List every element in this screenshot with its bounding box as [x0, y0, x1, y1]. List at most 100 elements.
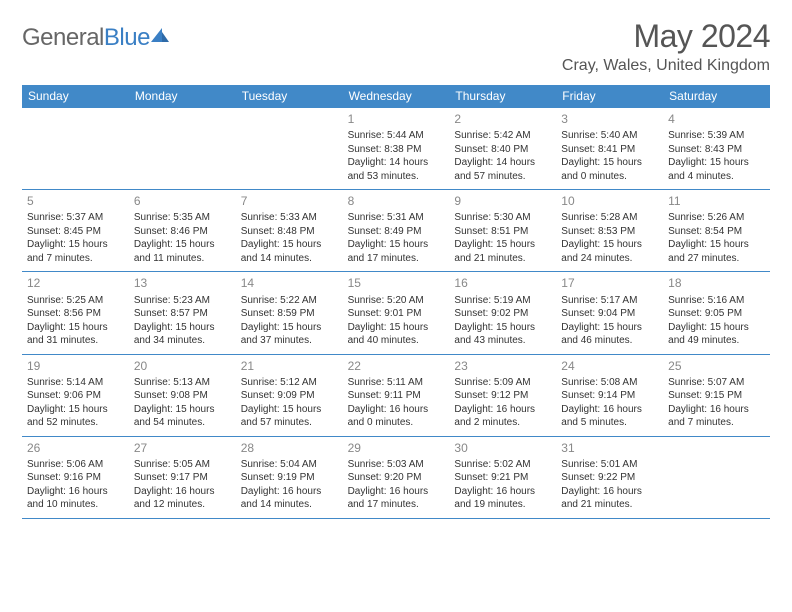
daylight-line-2: and 24 minutes. [561, 252, 658, 266]
sunrise-line: Sunrise: 5:12 AM [241, 376, 338, 390]
day-header-row: SundayMondayTuesdayWednesdayThursdayFrid… [22, 85, 770, 108]
day-cell: 30Sunrise: 5:02 AMSunset: 9:21 PMDayligh… [449, 437, 556, 518]
daylight-line-2: and 14 minutes. [241, 498, 338, 512]
sunset-line: Sunset: 8:59 PM [241, 307, 338, 321]
daylight-line-1: Daylight: 16 hours [668, 403, 765, 417]
daylight-line-2: and 52 minutes. [27, 416, 124, 430]
day-number: 7 [241, 193, 338, 209]
daylight-line-2: and 27 minutes. [668, 252, 765, 266]
sunrise-line: Sunrise: 5:39 AM [668, 129, 765, 143]
day-number: 4 [668, 111, 765, 127]
day-cell: 1Sunrise: 5:44 AMSunset: 8:38 PMDaylight… [343, 108, 450, 189]
sunrise-line: Sunrise: 5:09 AM [454, 376, 551, 390]
sunrise-line: Sunrise: 5:31 AM [348, 211, 445, 225]
day-number: 27 [134, 440, 231, 456]
day-number: 29 [348, 440, 445, 456]
week-row: 1Sunrise: 5:44 AMSunset: 8:38 PMDaylight… [22, 108, 770, 190]
daylight-line-2: and 57 minutes. [454, 170, 551, 184]
daylight-line-1: Daylight: 15 hours [134, 403, 231, 417]
day-cell: 27Sunrise: 5:05 AMSunset: 9:17 PMDayligh… [129, 437, 236, 518]
sunset-line: Sunset: 9:15 PM [668, 389, 765, 403]
sunrise-line: Sunrise: 5:37 AM [27, 211, 124, 225]
sunset-line: Sunset: 9:14 PM [561, 389, 658, 403]
daylight-line-2: and 34 minutes. [134, 334, 231, 348]
daylight-line-2: and 17 minutes. [348, 252, 445, 266]
daylight-line-1: Daylight: 15 hours [27, 238, 124, 252]
daylight-line-2: and 40 minutes. [348, 334, 445, 348]
daylight-line-2: and 57 minutes. [241, 416, 338, 430]
sunset-line: Sunset: 8:56 PM [27, 307, 124, 321]
sunset-line: Sunset: 8:43 PM [668, 143, 765, 157]
day-cell: 19Sunrise: 5:14 AMSunset: 9:06 PMDayligh… [22, 355, 129, 436]
week-row: 26Sunrise: 5:06 AMSunset: 9:16 PMDayligh… [22, 437, 770, 519]
day-number: 5 [27, 193, 124, 209]
sunset-line: Sunset: 9:22 PM [561, 471, 658, 485]
header: GeneralBlue May 2024 Cray, Wales, United… [22, 18, 770, 75]
location: Cray, Wales, United Kingdom [562, 57, 770, 75]
sunrise-line: Sunrise: 5:30 AM [454, 211, 551, 225]
daylight-line-1: Daylight: 15 hours [348, 321, 445, 335]
sunset-line: Sunset: 8:40 PM [454, 143, 551, 157]
daylight-line-2: and 12 minutes. [134, 498, 231, 512]
day-cell: 2Sunrise: 5:42 AMSunset: 8:40 PMDaylight… [449, 108, 556, 189]
sunrise-line: Sunrise: 5:11 AM [348, 376, 445, 390]
sunset-line: Sunset: 9:05 PM [668, 307, 765, 321]
daylight-line-1: Daylight: 15 hours [27, 403, 124, 417]
daylight-line-1: Daylight: 15 hours [561, 321, 658, 335]
daylight-line-1: Daylight: 15 hours [241, 238, 338, 252]
sunrise-line: Sunrise: 5:07 AM [668, 376, 765, 390]
sunrise-line: Sunrise: 5:05 AM [134, 458, 231, 472]
sunrise-line: Sunrise: 5:35 AM [134, 211, 231, 225]
sunset-line: Sunset: 9:09 PM [241, 389, 338, 403]
day-cell: 9Sunrise: 5:30 AMSunset: 8:51 PMDaylight… [449, 190, 556, 271]
sunrise-line: Sunrise: 5:26 AM [668, 211, 765, 225]
day-cell: 14Sunrise: 5:22 AMSunset: 8:59 PMDayligh… [236, 272, 343, 353]
daylight-line-1: Daylight: 16 hours [454, 485, 551, 499]
day-number: 3 [561, 111, 658, 127]
daylight-line-1: Daylight: 15 hours [454, 238, 551, 252]
day-cell: 10Sunrise: 5:28 AMSunset: 8:53 PMDayligh… [556, 190, 663, 271]
day-cell: 31Sunrise: 5:01 AMSunset: 9:22 PMDayligh… [556, 437, 663, 518]
day-cell: 13Sunrise: 5:23 AMSunset: 8:57 PMDayligh… [129, 272, 236, 353]
sunrise-line: Sunrise: 5:19 AM [454, 294, 551, 308]
day-cell: 23Sunrise: 5:09 AMSunset: 9:12 PMDayligh… [449, 355, 556, 436]
logo: GeneralBlue [22, 24, 170, 52]
day-cell-empty [22, 108, 129, 189]
day-number: 8 [348, 193, 445, 209]
sunrise-line: Sunrise: 5:17 AM [561, 294, 658, 308]
daylight-line-1: Daylight: 15 hours [241, 403, 338, 417]
day-cell: 11Sunrise: 5:26 AMSunset: 8:54 PMDayligh… [663, 190, 770, 271]
day-cell: 20Sunrise: 5:13 AMSunset: 9:08 PMDayligh… [129, 355, 236, 436]
day-cell: 17Sunrise: 5:17 AMSunset: 9:04 PMDayligh… [556, 272, 663, 353]
day-cell: 7Sunrise: 5:33 AMSunset: 8:48 PMDaylight… [236, 190, 343, 271]
day-cell: 29Sunrise: 5:03 AMSunset: 9:20 PMDayligh… [343, 437, 450, 518]
day-cell: 21Sunrise: 5:12 AMSunset: 9:09 PMDayligh… [236, 355, 343, 436]
sunrise-line: Sunrise: 5:04 AM [241, 458, 338, 472]
day-number: 26 [27, 440, 124, 456]
week-row: 19Sunrise: 5:14 AMSunset: 9:06 PMDayligh… [22, 355, 770, 437]
week-row: 12Sunrise: 5:25 AMSunset: 8:56 PMDayligh… [22, 272, 770, 354]
sunset-line: Sunset: 8:49 PM [348, 225, 445, 239]
sunrise-line: Sunrise: 5:14 AM [27, 376, 124, 390]
daylight-line-2: and 31 minutes. [27, 334, 124, 348]
sunset-line: Sunset: 8:51 PM [454, 225, 551, 239]
daylight-line-1: Daylight: 16 hours [561, 485, 658, 499]
day-header: Wednesday [343, 85, 450, 108]
daylight-line-2: and 21 minutes. [561, 498, 658, 512]
sunset-line: Sunset: 9:08 PM [134, 389, 231, 403]
day-cell: 6Sunrise: 5:35 AMSunset: 8:46 PMDaylight… [129, 190, 236, 271]
calendar: SundayMondayTuesdayWednesdayThursdayFrid… [22, 85, 770, 519]
day-cell: 15Sunrise: 5:20 AMSunset: 9:01 PMDayligh… [343, 272, 450, 353]
day-number: 19 [27, 358, 124, 374]
day-cell: 3Sunrise: 5:40 AMSunset: 8:41 PMDaylight… [556, 108, 663, 189]
day-number: 12 [27, 275, 124, 291]
day-header: Saturday [663, 85, 770, 108]
daylight-line-2: and 2 minutes. [454, 416, 551, 430]
daylight-line-2: and 54 minutes. [134, 416, 231, 430]
day-cell: 8Sunrise: 5:31 AMSunset: 8:49 PMDaylight… [343, 190, 450, 271]
daylight-line-2: and 10 minutes. [27, 498, 124, 512]
day-cell: 26Sunrise: 5:06 AMSunset: 9:16 PMDayligh… [22, 437, 129, 518]
sunset-line: Sunset: 9:01 PM [348, 307, 445, 321]
daylight-line-2: and 17 minutes. [348, 498, 445, 512]
day-cell: 24Sunrise: 5:08 AMSunset: 9:14 PMDayligh… [556, 355, 663, 436]
